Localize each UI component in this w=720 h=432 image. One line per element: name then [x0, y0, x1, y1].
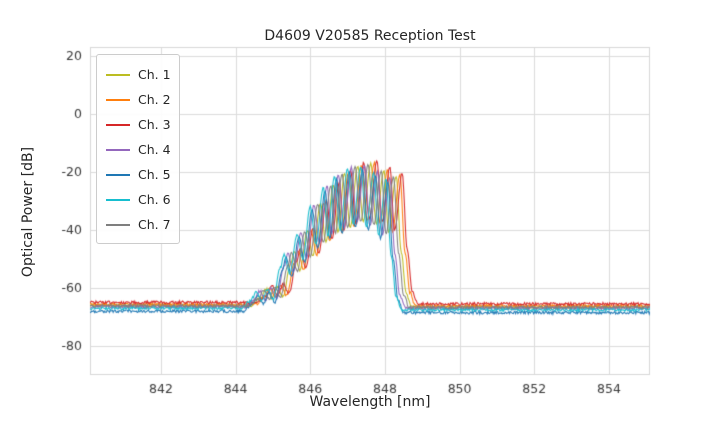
chart-title: D4609 V20585 Reception Test	[264, 28, 476, 44]
legend-swatch	[106, 223, 130, 226]
x-axis-label: Wavelength [nm]	[309, 394, 431, 410]
legend-label: Ch. 4	[138, 142, 171, 157]
legend-swatch	[106, 123, 130, 126]
legend-item: Ch. 3	[106, 112, 171, 137]
legend-item: Ch. 2	[106, 87, 171, 112]
legend-item: Ch. 6	[106, 187, 171, 212]
legend-swatch	[106, 98, 130, 101]
legend-item: Ch. 5	[106, 162, 171, 187]
legend-label: Ch. 2	[138, 92, 171, 107]
legend-label: Ch. 3	[138, 117, 171, 132]
legend: Ch. 1 Ch. 2 Ch. 3 Ch. 4 Ch. 5 Ch. 6 Ch. …	[96, 54, 180, 244]
legend-item: Ch. 7	[106, 212, 171, 237]
legend-swatch	[106, 198, 130, 201]
legend-swatch	[106, 173, 130, 176]
legend-item: Ch. 4	[106, 137, 171, 162]
legend-label: Ch. 5	[138, 167, 171, 182]
y-axis-label: Optical Power [dB]	[20, 146, 36, 278]
legend-label: Ch. 1	[138, 67, 171, 82]
legend-item: Ch. 1	[106, 62, 171, 87]
legend-swatch	[106, 148, 130, 151]
legend-swatch	[106, 73, 130, 76]
legend-label: Ch. 7	[138, 217, 171, 232]
legend-label: Ch. 6	[138, 192, 171, 207]
